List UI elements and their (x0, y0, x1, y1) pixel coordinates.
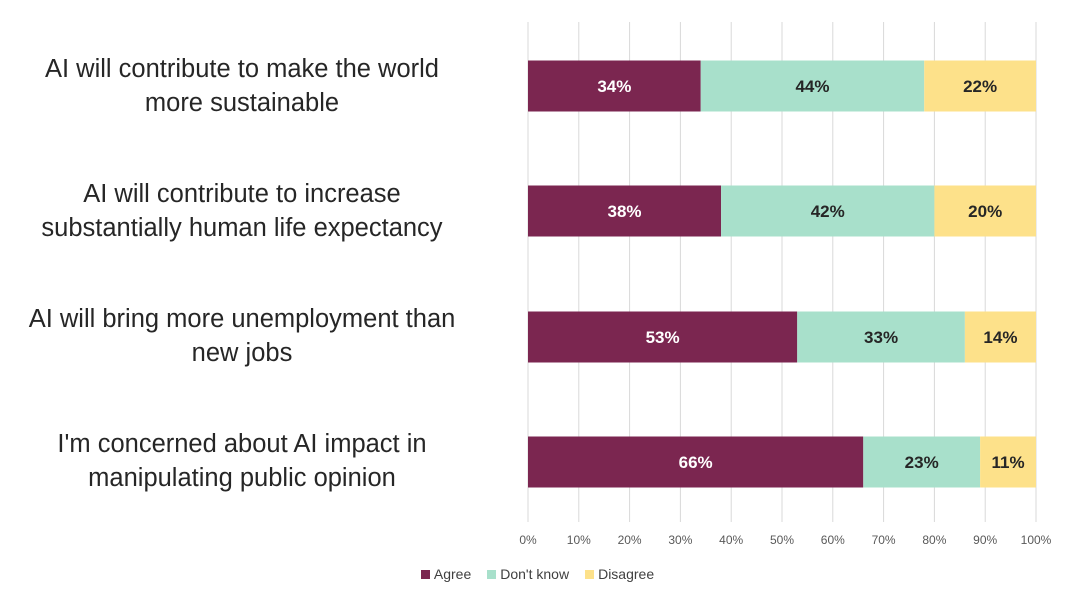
category-label: AI will contribute to make the world mor… (0, 52, 502, 120)
legend-label: Agree (433, 566, 472, 582)
data-label: 66% (679, 453, 713, 472)
data-label: 53% (646, 328, 680, 347)
data-label: 34% (597, 77, 631, 96)
category-label-line: manipulating public opinion (88, 464, 396, 492)
data-label: 44% (795, 77, 829, 96)
bar-agree (528, 60, 701, 112)
bar-don-t-know (721, 185, 935, 237)
bar-agree (528, 311, 798, 363)
legend-swatch-agree (420, 569, 430, 579)
data-label: 23% (905, 453, 939, 472)
bar-don-t-know (863, 436, 981, 488)
category-label-line: new jobs (191, 339, 293, 367)
x-tick-label: 10% (567, 533, 591, 547)
x-tick-label: 0% (519, 533, 537, 547)
legend-item-disagree[interactable]: Disagree (585, 566, 654, 582)
x-tick-label: 90% (973, 533, 997, 547)
bar-disagree (924, 60, 1036, 112)
category-label-line: substantially human life expectancy (41, 214, 443, 242)
bar-agree (528, 185, 722, 237)
bar-don-t-know (700, 60, 925, 112)
legend-item-agree[interactable]: Agree (420, 566, 472, 582)
data-label: 20% (968, 202, 1002, 221)
legend-label: Disagree (598, 566, 655, 582)
category-label: AI will contribute to increase substanti… (0, 177, 502, 245)
category-label: AI will bring more unemployment than new… (0, 302, 502, 370)
x-tick-label: 80% (922, 533, 946, 547)
category-label-line: AI will contribute to make the world (44, 55, 439, 83)
data-label: 42% (811, 202, 845, 221)
bar-agree (528, 436, 864, 488)
data-label: 38% (608, 202, 642, 221)
category-label: I'm concerned about AI impact in manipul… (0, 427, 502, 495)
bar-disagree (934, 185, 1036, 237)
x-tick-label: 70% (872, 533, 896, 547)
data-label: 33% (864, 328, 898, 347)
x-tick-label: 50% (770, 533, 794, 547)
category-label-line: more sustainable (144, 89, 340, 117)
x-tick-label: 100% (1021, 533, 1052, 547)
data-label: 22% (963, 77, 997, 96)
legend-swatch-dont-know (487, 569, 497, 579)
legend: Agree Don't know Disagree (0, 566, 1075, 582)
bar-disagree (964, 311, 1036, 363)
x-tick-label: 40% (719, 533, 743, 547)
x-tick-label: 60% (821, 533, 845, 547)
legend-swatch-disagree (585, 569, 595, 579)
legend-item-dont-know[interactable]: Don't know (487, 566, 569, 582)
x-tick-label: 20% (618, 533, 642, 547)
x-tick-label: 30% (668, 533, 692, 547)
category-label-line: AI will bring more unemployment than (28, 305, 456, 333)
data-label: 14% (983, 328, 1017, 347)
category-label-line: I'm concerned about AI impact in (57, 430, 427, 458)
data-label: 11% (992, 453, 1025, 472)
category-label-line: AI will contribute to increase (83, 180, 401, 208)
bar-don-t-know (797, 311, 965, 363)
bar-disagree (980, 436, 1036, 488)
legend-label: Don't know (500, 566, 570, 582)
